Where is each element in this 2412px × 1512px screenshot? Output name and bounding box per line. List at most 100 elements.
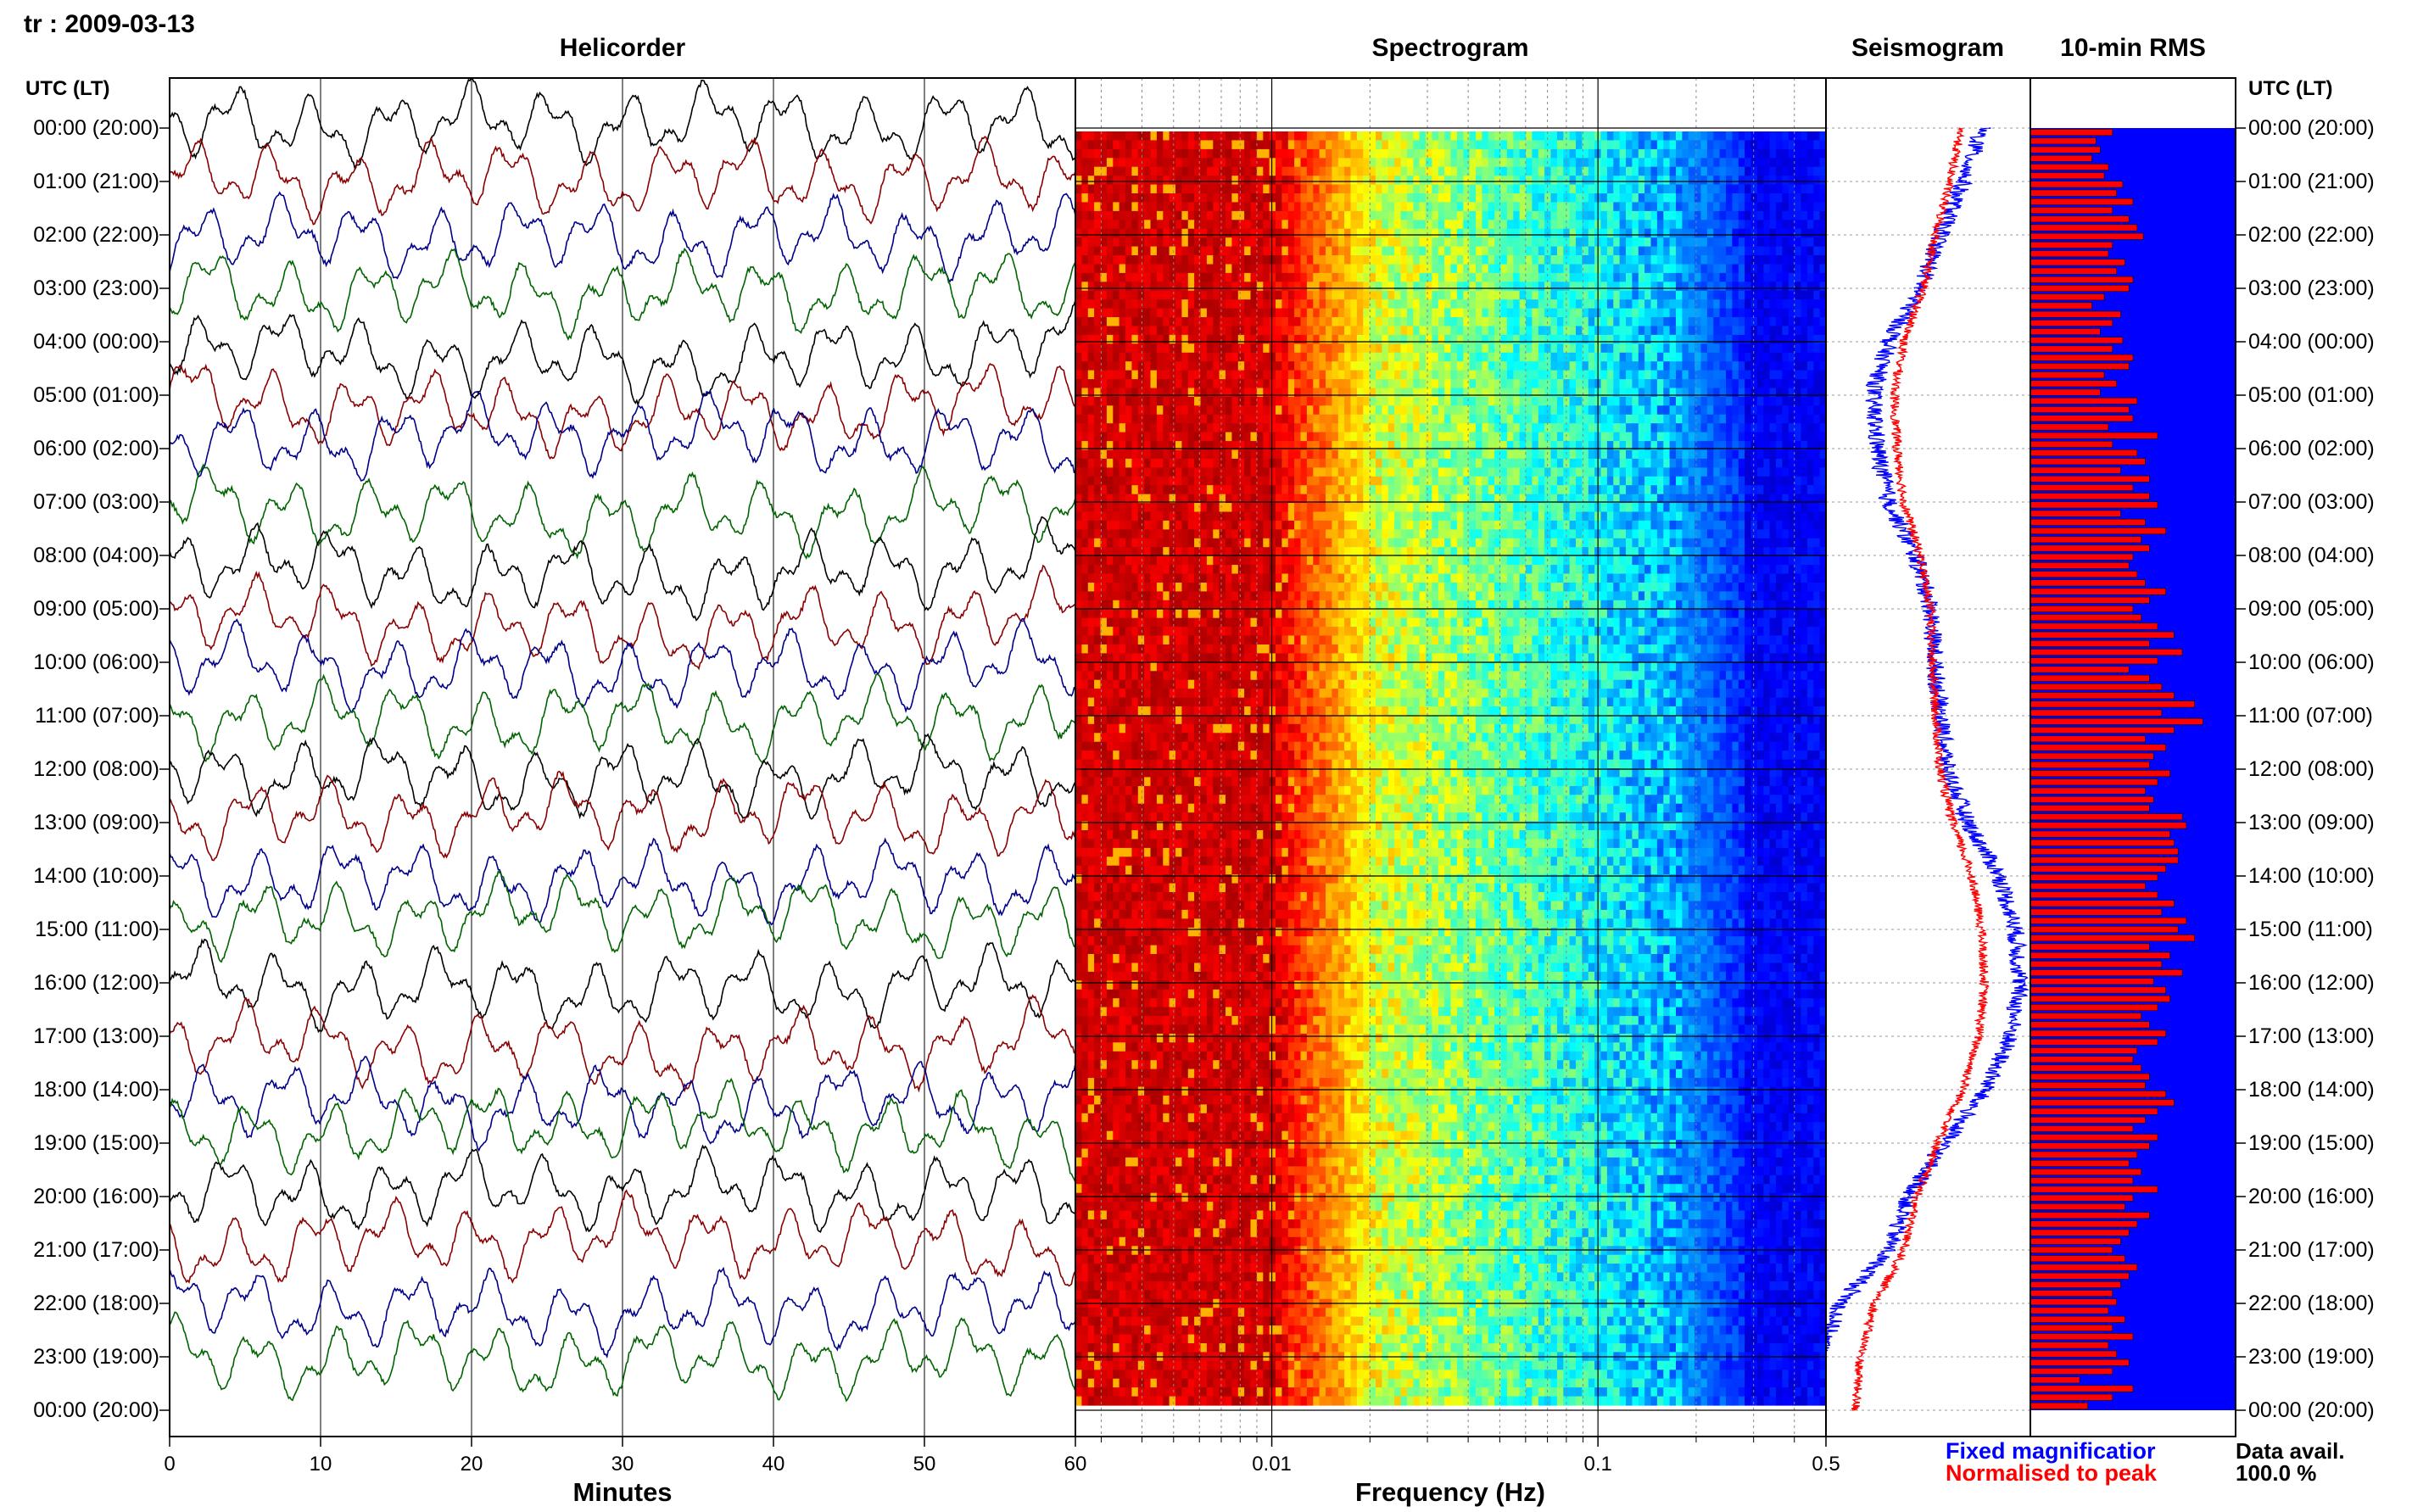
spectrogram-cell bbox=[1551, 415, 1558, 424]
spectrogram-cell bbox=[1231, 335, 1238, 344]
spectrogram-cell bbox=[1457, 309, 1464, 318]
spectrogram-cell bbox=[1075, 149, 1082, 159]
spectrogram-cell bbox=[1570, 361, 1577, 371]
spectrogram-cell bbox=[1125, 247, 1132, 256]
spectrogram-cell bbox=[1494, 149, 1501, 159]
spectrogram-cell bbox=[1376, 167, 1382, 176]
spectrogram-cell bbox=[1782, 485, 1789, 494]
spectrogram-cell bbox=[1689, 450, 1695, 460]
spectrogram-cell bbox=[1344, 140, 1351, 149]
spectrogram-cell bbox=[1144, 477, 1151, 486]
spectrogram-cell bbox=[1676, 220, 1683, 229]
spectrogram-cell bbox=[1213, 317, 1220, 326]
spectrogram-cell bbox=[1657, 371, 1664, 380]
spectrogram-cell bbox=[1125, 353, 1132, 362]
spectrogram-cell bbox=[1119, 415, 1126, 424]
spectrogram-cell bbox=[1207, 193, 1214, 203]
spectrogram-cell bbox=[1401, 211, 1408, 220]
spectrogram-cell bbox=[1695, 211, 1701, 220]
spectrogram-cell bbox=[1813, 450, 1820, 460]
spectrogram-cell bbox=[1238, 415, 1245, 424]
spectrogram-cell bbox=[1238, 202, 1245, 211]
spectrogram-cell bbox=[1463, 149, 1470, 159]
spectrogram-cell bbox=[1544, 265, 1551, 274]
spectrogram-cell bbox=[1351, 158, 1358, 167]
spectrogram-cell bbox=[1782, 193, 1789, 203]
spectrogram-cell bbox=[1757, 158, 1764, 167]
spectrogram-cell bbox=[1213, 185, 1220, 194]
spectrogram-cell bbox=[1670, 388, 1677, 398]
spectrogram-cell bbox=[1757, 185, 1764, 194]
spectrogram-cell bbox=[1751, 353, 1758, 362]
spectrogram-cell bbox=[1075, 176, 1082, 185]
spectrogram-cell bbox=[1175, 131, 1182, 141]
spectrogram-cell bbox=[1551, 423, 1558, 432]
spectrogram-cell bbox=[1231, 423, 1238, 432]
spectrogram-cell bbox=[1570, 229, 1577, 238]
spectrogram-cell bbox=[1701, 335, 1708, 344]
spectrogram-cell bbox=[1607, 149, 1614, 159]
spectrogram-cell bbox=[1751, 273, 1758, 282]
spectrogram-cell bbox=[1713, 167, 1720, 176]
spectrogram-cell bbox=[1251, 255, 1258, 265]
spectrogram-cell bbox=[1238, 388, 1245, 398]
spectrogram-cell bbox=[1745, 405, 1751, 415]
spectrogram-cell bbox=[1294, 149, 1301, 159]
spectrogram-cell bbox=[1119, 149, 1126, 159]
spectrogram-cell bbox=[1739, 220, 1745, 229]
spectrogram-cell bbox=[1226, 423, 1232, 432]
spectrogram-cell bbox=[1151, 237, 1158, 247]
spectrogram-cell bbox=[1131, 176, 1138, 185]
spectrogram-cell bbox=[1107, 131, 1114, 141]
spectrogram-cell bbox=[1382, 317, 1388, 326]
spectrogram-cell bbox=[1388, 450, 1395, 460]
spectrogram-cell bbox=[1770, 255, 1777, 265]
spectrogram-cell bbox=[1231, 282, 1238, 291]
spectrogram-cell bbox=[1532, 459, 1538, 468]
spectrogram-cell bbox=[1576, 255, 1583, 265]
spectrogram-cell bbox=[1413, 202, 1420, 211]
spectrogram-cell bbox=[1157, 485, 1164, 494]
spectrogram-cell bbox=[1682, 131, 1689, 141]
spectrogram-cell bbox=[1457, 211, 1464, 220]
spectrogram-cell bbox=[1338, 299, 1345, 309]
spectrogram-cell bbox=[1444, 459, 1451, 468]
spectrogram-cell bbox=[1782, 229, 1789, 238]
spectrogram-cell bbox=[1739, 131, 1745, 141]
spectrogram-cell bbox=[1613, 131, 1620, 141]
spectrogram-cell bbox=[1513, 326, 1520, 336]
spectrogram-cell bbox=[1238, 317, 1245, 326]
spectrogram-cell bbox=[1138, 317, 1145, 326]
spectrogram-cell bbox=[1532, 361, 1538, 371]
spectrogram-cell bbox=[1682, 202, 1689, 211]
spectrogram-cell bbox=[1488, 140, 1495, 149]
spectrogram-title: Spectrogram bbox=[1371, 34, 1528, 62]
spectrogram-cell bbox=[1576, 309, 1583, 318]
spectrogram-cell bbox=[1457, 477, 1464, 486]
spectrogram-cell bbox=[1470, 379, 1477, 388]
spectrogram-cell bbox=[1501, 423, 1508, 432]
spectrogram-cell bbox=[1663, 371, 1670, 380]
spectrogram-cell bbox=[1276, 149, 1282, 159]
spectrogram-cell bbox=[1263, 459, 1270, 468]
spectrogram-cell bbox=[1088, 432, 1095, 442]
spectrogram-cell bbox=[1326, 247, 1332, 256]
spectrogram-cell bbox=[1570, 485, 1577, 494]
spectrogram-cell bbox=[1363, 353, 1370, 362]
spectrogram-cell bbox=[1695, 485, 1701, 494]
spectrogram-cell bbox=[1757, 176, 1764, 185]
spectrogram-cell bbox=[1544, 405, 1551, 415]
spectrogram-cell bbox=[1201, 309, 1208, 318]
spectrogram-cell bbox=[1401, 371, 1408, 380]
spectrogram-cell bbox=[1088, 326, 1095, 336]
spectrogram-cell bbox=[1726, 131, 1733, 141]
spectrogram-cell bbox=[1689, 353, 1695, 362]
spectrogram-cell bbox=[1201, 247, 1208, 256]
spectrogram-cell bbox=[1751, 282, 1758, 291]
spectrogram-cell bbox=[1770, 140, 1777, 149]
spectrogram-cell bbox=[1288, 343, 1295, 353]
spectrogram-cell bbox=[1281, 397, 1288, 406]
spectrogram-cell bbox=[1301, 343, 1308, 353]
spectrogram-cell bbox=[1363, 167, 1370, 176]
spectrogram-cell bbox=[1181, 211, 1188, 220]
